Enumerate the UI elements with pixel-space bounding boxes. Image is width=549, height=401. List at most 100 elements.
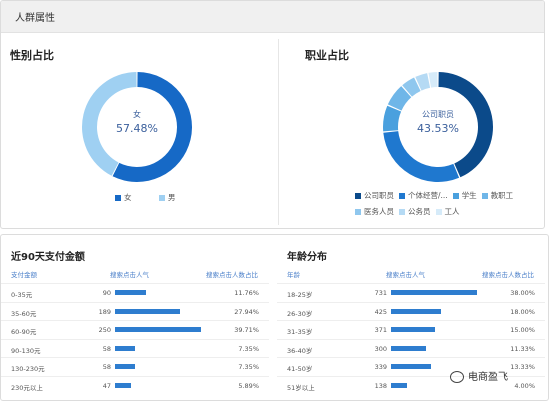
- legend-label: 公司职员: [364, 191, 394, 200]
- spend-table-header: 支付金额 搜索点击人气 搜索点击人数占比: [1, 267, 269, 283]
- row-share: 11.33%: [510, 344, 535, 353]
- gender-panel: 性别占比 女 57.48% 女 男: [10, 47, 270, 225]
- row-label: 31-35岁: [287, 328, 313, 336]
- row-share: 7.35%: [238, 363, 259, 371]
- legend-item[interactable]: 学生: [452, 190, 477, 201]
- legend-label: 公务员: [408, 207, 431, 216]
- row-popularity: 731: [374, 289, 387, 297]
- row-popularity: 339: [374, 363, 387, 371]
- legend-swatch: [115, 195, 121, 201]
- row-label: 0-35元: [11, 291, 33, 299]
- age-col-age[interactable]: 年龄: [287, 271, 300, 279]
- row-popularity: 425: [374, 307, 387, 316]
- legend-item[interactable]: 工人: [435, 206, 460, 217]
- table-row: 41-50岁 339 13.33%: [277, 357, 545, 376]
- donut-slice-6[interactable]: [428, 72, 438, 88]
- row-share: 13.33%: [510, 363, 535, 371]
- crowd-attributes-card: 人群属性 性别占比 女 57.48% 女 男 职业占比 公司职员 43.53% …: [0, 0, 545, 229]
- donut-slice-0[interactable]: [112, 72, 192, 182]
- spend-col-share[interactable]: 搜索点击人数占比: [206, 271, 258, 279]
- spend-col-popularity[interactable]: 搜索点击人气: [110, 271, 149, 279]
- row-share: 15.00%: [510, 326, 535, 334]
- donut-slice-3[interactable]: [387, 86, 412, 111]
- table-row: 230元以上 47 5.89%: [1, 375, 269, 395]
- row-popularity: 90: [102, 289, 111, 297]
- row-label: 130-230元: [11, 365, 45, 373]
- legend-swatch: [355, 193, 361, 199]
- row-share: 39.71%: [234, 326, 259, 334]
- row-bar: [391, 382, 407, 388]
- legend-item-female[interactable]: 女: [115, 192, 132, 203]
- table-row: 60-90元 250 39.71%: [1, 320, 269, 339]
- legend-item[interactable]: 教职工: [481, 190, 513, 201]
- legend-swatch: [435, 209, 442, 215]
- row-bar: [391, 308, 441, 314]
- row-label: 35-60元: [11, 309, 37, 318]
- legend-swatch: [481, 193, 488, 199]
- occupation-title: 职业占比: [305, 49, 349, 62]
- legend-label: 工人: [444, 207, 460, 216]
- legend-item[interactable]: 公司职员: [355, 190, 394, 201]
- row-popularity: 371: [374, 326, 387, 334]
- legend-item[interactable]: 公务员: [399, 206, 431, 217]
- gender-donut: 女 57.48%: [77, 67, 197, 187]
- wechat-icon: [450, 371, 464, 383]
- age-panel: 年龄分布 年龄 搜索点击人气 搜索点击人数占比 18-25岁 731 38.00% 2…: [277, 235, 545, 400]
- donut-slice-0[interactable]: [438, 72, 494, 178]
- legend-swatch: [399, 209, 405, 215]
- spend-table-body: 0-35元 90 11.76% 35-60元 189 27.94% 60-90元 250 39.…: [1, 283, 269, 394]
- occupation-panel: 职业占比 公司职员 43.53% 公司职员 个体经营/... 学生 教职工 医务人员公…: [305, 47, 544, 225]
- row-share: 18.00%: [510, 307, 535, 316]
- occupation-center-percent: 43.53%: [417, 122, 459, 135]
- row-popularity: 189: [98, 307, 111, 316]
- age-col-popularity[interactable]: 搜索点击人气: [386, 271, 425, 279]
- age-col-share[interactable]: 搜索点击人数占比: [482, 271, 534, 279]
- table-row: 0-35元 90 11.76%: [1, 283, 269, 302]
- row-label: 36-40岁: [287, 346, 313, 355]
- row-label: 51岁以上: [287, 383, 315, 392]
- section-title: 人群属性: [1, 1, 544, 33]
- gender-donut-chart: [81, 72, 192, 182]
- table-row: 18-25岁 731 38.00%: [277, 283, 545, 302]
- age-title: 年龄分布: [287, 252, 327, 263]
- row-popularity: 250: [98, 326, 111, 334]
- legend-item[interactable]: 医务人员: [355, 206, 394, 217]
- legend-label: 学生: [461, 191, 477, 200]
- row-label: 60-90元: [11, 328, 37, 336]
- spend-col-amount[interactable]: 支付金额: [11, 271, 37, 279]
- gender-center-percent: 57.48%: [116, 122, 158, 135]
- row-bar: [391, 364, 431, 369]
- legend-item-male[interactable]: 男: [158, 192, 175, 203]
- row-share: 27.94%: [234, 307, 259, 316]
- row-bar: [391, 327, 435, 332]
- table-row: 35-60元 189 27.94%: [1, 301, 269, 321]
- donut-slice-4[interactable]: [402, 77, 421, 97]
- spend-title: 近90天支付金额: [11, 252, 85, 263]
- row-popularity: 58: [102, 344, 111, 353]
- row-share: 4.00%: [514, 381, 535, 390]
- row-label: 18-25岁: [287, 291, 313, 299]
- occupation-legend: 公司职员 个体经营/... 学生 教职工 医务人员 公务员 工人: [355, 190, 544, 217]
- row-label: 90-130元: [11, 346, 41, 355]
- donut-slice-1[interactable]: [81, 72, 137, 176]
- row-bar: [391, 290, 477, 295]
- legend-label: 个体经营/...: [408, 191, 448, 200]
- row-bar: [115, 290, 146, 295]
- occupation-donut-chart: [383, 72, 494, 182]
- donut-slice-1[interactable]: [383, 131, 460, 182]
- gender-legend: 女 男: [115, 192, 180, 203]
- row-bar: [391, 345, 426, 351]
- row-bar: [115, 345, 135, 351]
- row-share: 7.35%: [238, 344, 259, 353]
- donut-slice-2[interactable]: [383, 105, 402, 132]
- row-bar: [115, 327, 201, 332]
- age-table-header: 年龄 搜索点击人气 搜索点击人数占比: [277, 267, 545, 283]
- table-row: 31-35岁 371 15.00%: [277, 320, 545, 339]
- table-row: 36-40岁 300 11.33%: [277, 338, 545, 358]
- row-popularity: 47: [102, 381, 111, 390]
- row-popularity: 300: [374, 344, 387, 353]
- legend-item[interactable]: 个体经营/...: [399, 190, 448, 201]
- donut-slice-5[interactable]: [415, 73, 431, 91]
- occupation-center-category: 公司职员: [422, 110, 454, 119]
- row-share: 5.89%: [238, 381, 259, 390]
